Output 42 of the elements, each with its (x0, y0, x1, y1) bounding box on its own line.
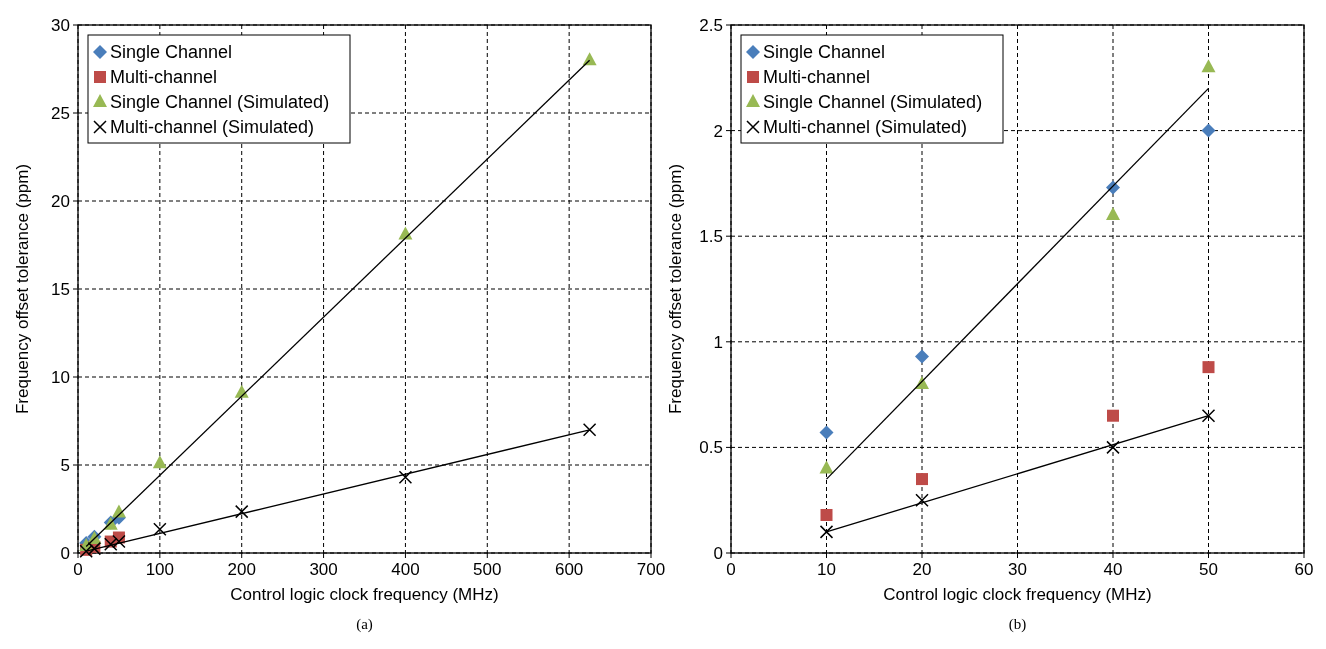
legend-label: Single Channel (Simulated) (763, 92, 983, 113)
x-tick-label: 700 (636, 560, 666, 579)
x-tick-label: 100 (145, 560, 175, 579)
legend-label: Multi-channel (Simulated) (763, 117, 968, 138)
y-tick-label: 0 (60, 543, 70, 563)
text: (a) (356, 616, 373, 633)
x-tick-label: 0 (726, 560, 736, 579)
x-tick-label: 60 (1294, 560, 1314, 579)
x-tick-label: 20 (912, 560, 932, 579)
y-tick-label: 1 (713, 332, 723, 352)
text: (b) (1008, 616, 1027, 633)
legend-label: Single Channel (Simulated) (110, 92, 330, 113)
y-tick-label: 15 (51, 279, 70, 299)
y-tick-label: 10 (51, 367, 70, 387)
y-tick-label: 5 (60, 455, 70, 475)
x-tick-label: 400 (391, 560, 420, 579)
y-axis-title: Frequency offset tolerance (ppm) (666, 163, 685, 415)
x-tick-label: 500 (473, 560, 502, 579)
y-tick-label: 2.5 (699, 15, 723, 35)
x-tick-label: 40 (1103, 560, 1123, 579)
y-tick-label: 30 (51, 15, 70, 35)
legend-label: Multi-channel (763, 67, 871, 88)
y-tick-label: 2 (713, 121, 723, 141)
y-tick-label: 1.5 (699, 227, 723, 247)
x-tick-label: 300 (309, 560, 338, 579)
y-tick-label: 0 (713, 543, 723, 563)
y-tick-label: 20 (51, 191, 70, 211)
x-tick-label: 30 (1008, 560, 1027, 579)
y-tick-label: 0.5 (699, 438, 723, 458)
x-tick-label: 200 (227, 560, 256, 579)
x-axis-title: Control logic clock frequency (MHz) (883, 585, 1152, 604)
legend-label: Single Channel (763, 42, 886, 63)
y-tick-label: 25 (51, 103, 70, 123)
x-tick-label: 0 (73, 560, 83, 579)
legend-label: Single Channel (110, 42, 233, 63)
x-tick-label: 50 (1199, 560, 1218, 579)
x-axis-title: Control logic clock frequency (MHz) (230, 585, 499, 604)
legend-label: Multi-channel (Simulated) (110, 117, 315, 138)
x-tick-label: 600 (554, 560, 584, 579)
legend-label: Multi-channel (110, 67, 218, 88)
x-tick-label: 10 (817, 560, 836, 579)
y-axis-title: Frequency offset tolerance (ppm) (13, 163, 32, 415)
